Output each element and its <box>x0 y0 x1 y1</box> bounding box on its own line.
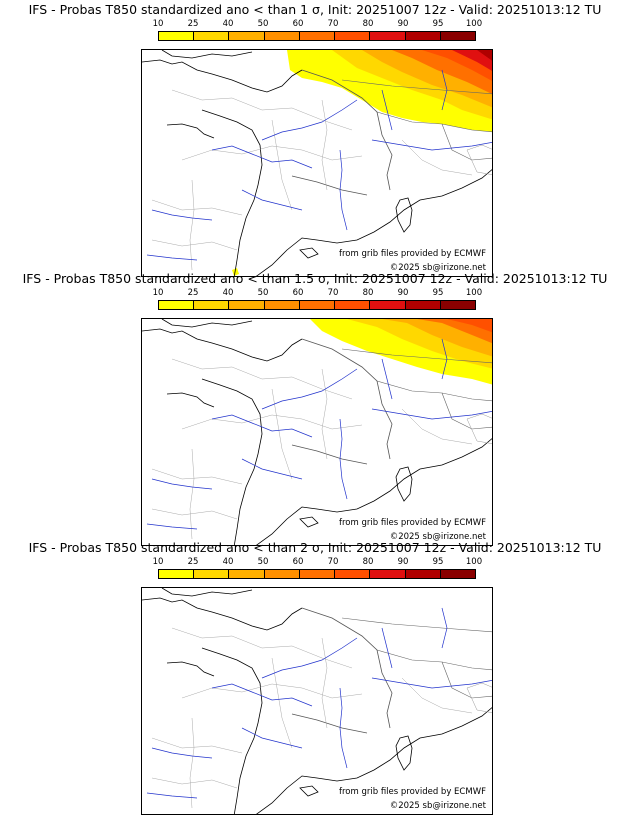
colorbar-swatch <box>440 32 475 40</box>
colorbar-label: 70 <box>327 288 339 298</box>
credit-source: from grib files provided by ECMWF <box>339 518 486 529</box>
credit-source: from grib files provided by ECMWF <box>339 249 486 260</box>
colorbar-swatch <box>299 570 336 578</box>
colorbar-swatches <box>158 569 476 579</box>
credit-copyright: ©2025 sb@irizone.net <box>389 532 486 543</box>
colorbar-swatch <box>335 32 371 40</box>
colorbar-label: 100 <box>465 288 483 298</box>
colorbar-swatch <box>440 570 475 578</box>
colorbar-labels: 10 25 40 50 60 70 80 90 95 100 <box>153 19 483 30</box>
colorbar-label: 70 <box>327 557 339 567</box>
map-panel-2: IFS - Probas T850 standardized ano < tha… <box>0 271 630 547</box>
colorbar-label: 50 <box>257 288 269 298</box>
colorbar-swatch <box>299 32 336 40</box>
colorbar-swatch <box>264 570 300 578</box>
map-canvas <box>142 588 492 814</box>
colorbar-label: 50 <box>257 557 269 567</box>
colorbar-swatch <box>370 301 406 309</box>
colorbar-swatches <box>158 300 476 310</box>
credit-source: from grib files provided by ECMWF <box>339 787 486 798</box>
colorbar-label: 95 <box>432 19 444 29</box>
colorbar-swatch <box>264 32 300 40</box>
colorbar-label: 90 <box>397 557 409 567</box>
colorbar-swatch <box>440 301 475 309</box>
credit-copyright: ©2025 sb@irizone.net <box>389 801 486 812</box>
colorbar-label: 10 <box>152 19 164 29</box>
colorbar-label: 95 <box>432 288 444 298</box>
colorbar-swatch <box>229 32 265 40</box>
colorbar-label: 70 <box>327 19 339 29</box>
map-area[interactable]: from grib files provided by ECMWF ©2025 … <box>141 49 493 277</box>
colorbar-label: 100 <box>465 19 483 29</box>
colorbar-label: 80 <box>362 19 374 29</box>
map-panel-3: IFS - Probas T850 standardized ano < tha… <box>0 540 630 816</box>
colorbar-swatch <box>159 301 195 309</box>
colorbar-label: 40 <box>222 557 234 567</box>
colorbar-swatch <box>229 301 265 309</box>
colorbar-labels: 10 25 40 50 60 70 80 90 95 100 <box>153 288 483 299</box>
colorbar-swatch <box>299 301 336 309</box>
probability-field-medium <box>310 319 492 385</box>
colorbar-label: 25 <box>187 19 199 29</box>
colorbar-swatch <box>370 570 406 578</box>
colorbar-label: 100 <box>465 557 483 567</box>
colorbar-swatch <box>335 301 371 309</box>
colorbar-label: 60 <box>292 19 304 29</box>
colorbar-swatch <box>229 570 265 578</box>
colorbar: 10 25 40 50 60 70 80 90 95 100 <box>153 288 483 312</box>
colorbar-label: 25 <box>187 288 199 298</box>
colorbar-swatch <box>335 570 371 578</box>
colorbar-label: 40 <box>222 288 234 298</box>
map-area[interactable]: from grib files provided by ECMWF ©2025 … <box>141 318 493 546</box>
colorbar-label: 10 <box>152 557 164 567</box>
colorbar-label: 80 <box>362 557 374 567</box>
map-panel-1: IFS - Probas T850 standardized ano < tha… <box>0 2 630 278</box>
map-canvas <box>142 50 492 276</box>
colorbar-label: 80 <box>362 288 374 298</box>
credit-copyright: ©2025 sb@irizone.net <box>389 263 486 274</box>
colorbar-swatch <box>405 32 441 40</box>
colorbar-swatch <box>194 570 230 578</box>
colorbar-label: 50 <box>257 19 269 29</box>
colorbar: 10 25 40 50 60 70 80 90 95 100 <box>153 19 483 43</box>
colorbar-label: 25 <box>187 557 199 567</box>
colorbar-label: 40 <box>222 19 234 29</box>
colorbar-labels: 10 25 40 50 60 70 80 90 95 100 <box>153 557 483 568</box>
colorbar-swatch <box>194 32 230 40</box>
colorbar-swatch <box>194 301 230 309</box>
colorbar-label: 60 <box>292 557 304 567</box>
colorbar-label: 95 <box>432 557 444 567</box>
panel-title: IFS - Probas T850 standardized ano < tha… <box>28 2 602 17</box>
colorbar-label: 90 <box>397 288 409 298</box>
probability-field-large <box>232 50 492 276</box>
colorbar-swatch <box>405 301 441 309</box>
colorbar-swatch <box>264 301 300 309</box>
colorbar-swatch <box>159 570 195 578</box>
colorbar: 10 25 40 50 60 70 80 90 95 100 <box>153 557 483 581</box>
colorbar-swatch <box>370 32 406 40</box>
colorbar-swatch <box>405 570 441 578</box>
colorbar-label: 90 <box>397 19 409 29</box>
map-area[interactable]: from grib files provided by ECMWF ©2025 … <box>141 587 493 815</box>
colorbar-swatch <box>159 32 195 40</box>
map-canvas <box>142 319 492 545</box>
colorbar-label: 10 <box>152 288 164 298</box>
colorbar-swatches <box>158 31 476 41</box>
colorbar-label: 60 <box>292 288 304 298</box>
panel-title: IFS - Probas T850 standardized ano < tha… <box>28 540 602 555</box>
panel-title: IFS - Probas T850 standardized ano < tha… <box>22 271 608 286</box>
